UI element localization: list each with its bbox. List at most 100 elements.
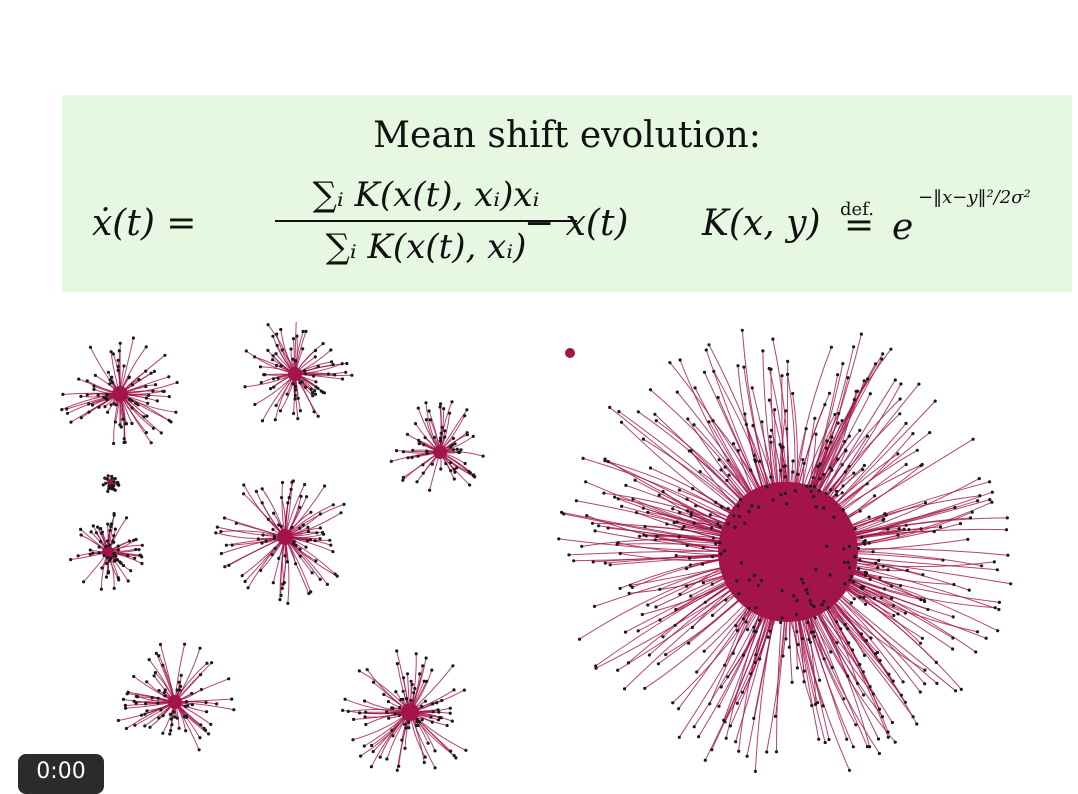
data-point (387, 700, 390, 703)
data-point (802, 581, 805, 584)
data-point (178, 681, 181, 684)
data-point (261, 533, 264, 536)
data-point (286, 501, 289, 504)
data-point (130, 422, 133, 425)
data-point (679, 358, 682, 361)
data-point (624, 631, 627, 634)
data-point (719, 525, 722, 528)
data-point (916, 449, 919, 452)
data-point (753, 574, 756, 577)
data-point (91, 552, 94, 555)
data-point (449, 750, 452, 753)
data-point (597, 524, 600, 527)
data-point (829, 441, 832, 444)
data-point (304, 330, 307, 333)
data-point (685, 498, 688, 501)
data-point (143, 713, 146, 716)
data-point (113, 554, 116, 557)
data-point (866, 435, 869, 438)
data-point (299, 409, 302, 412)
data-point (439, 402, 442, 405)
data-point (846, 627, 849, 630)
data-point (825, 447, 828, 450)
data-point (395, 449, 398, 452)
data-point (864, 539, 867, 542)
data-point (602, 492, 605, 495)
data-point (642, 507, 645, 510)
data-point (678, 736, 681, 739)
data-point (350, 374, 353, 377)
data-point (244, 580, 247, 583)
data-point (653, 413, 656, 416)
data-point (869, 685, 872, 688)
data-point (97, 406, 100, 409)
data-point (169, 729, 172, 732)
data-point (424, 401, 427, 404)
data-point (163, 354, 166, 357)
data-point (848, 578, 851, 581)
data-point (297, 397, 300, 400)
data-point (896, 612, 899, 615)
data-point (112, 480, 115, 483)
data-point (646, 511, 649, 514)
data-point (220, 552, 223, 555)
data-point (935, 682, 938, 685)
data-point (167, 375, 170, 378)
data-point (805, 485, 808, 488)
data-point (791, 470, 794, 473)
data-point (199, 673, 202, 676)
data-point (342, 503, 345, 506)
data-point (723, 720, 726, 723)
data-point (164, 688, 167, 691)
data-point (288, 496, 291, 499)
video-timestamp-badge[interactable]: 0:00 (18, 754, 104, 794)
data-point (154, 671, 157, 674)
data-point (878, 752, 881, 755)
data-point (359, 755, 362, 758)
data-point (919, 690, 922, 693)
data-point (449, 469, 452, 472)
data-point (117, 365, 120, 368)
data-point (836, 458, 839, 461)
data-point (868, 542, 871, 545)
data-point (771, 338, 774, 341)
data-point (301, 347, 304, 350)
data-point (261, 419, 264, 422)
data-point (861, 587, 864, 590)
data-point (719, 553, 722, 556)
data-point (675, 554, 678, 557)
data-point (749, 469, 752, 472)
data-point (687, 642, 690, 645)
data-point (69, 558, 72, 561)
data-point (557, 537, 560, 540)
data-point (833, 413, 836, 416)
data-point (904, 612, 907, 615)
data-point (465, 408, 468, 411)
data-point (974, 650, 977, 653)
data-point (449, 707, 452, 710)
data-point (370, 744, 373, 747)
data-point (190, 692, 193, 695)
data-point (829, 488, 832, 491)
data-point (411, 683, 414, 686)
data-point (737, 592, 740, 595)
data-point (464, 749, 467, 752)
data-point (131, 406, 134, 409)
data-point (733, 526, 736, 529)
data-point (402, 690, 405, 693)
data-point (745, 620, 748, 623)
data-point (848, 435, 851, 438)
data-point (658, 588, 661, 591)
data-point (276, 344, 279, 347)
data-point (685, 567, 688, 570)
data-point (243, 385, 246, 388)
data-point (900, 694, 903, 697)
data-point (97, 394, 100, 397)
data-point (627, 661, 630, 664)
data-point (765, 750, 768, 753)
data-point (791, 459, 794, 462)
data-point (876, 566, 879, 569)
data-point (873, 494, 876, 497)
data-point (839, 627, 842, 630)
data-point (735, 579, 738, 582)
